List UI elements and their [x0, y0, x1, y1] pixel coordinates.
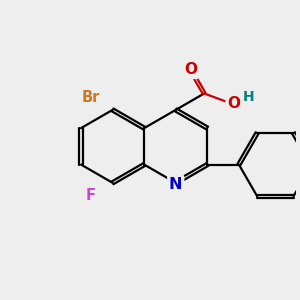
- Text: N: N: [169, 177, 182, 192]
- Text: O: O: [184, 62, 197, 77]
- Text: F: F: [85, 188, 95, 203]
- Text: Br: Br: [81, 90, 100, 105]
- Text: O: O: [227, 96, 240, 111]
- Text: H: H: [243, 90, 254, 104]
